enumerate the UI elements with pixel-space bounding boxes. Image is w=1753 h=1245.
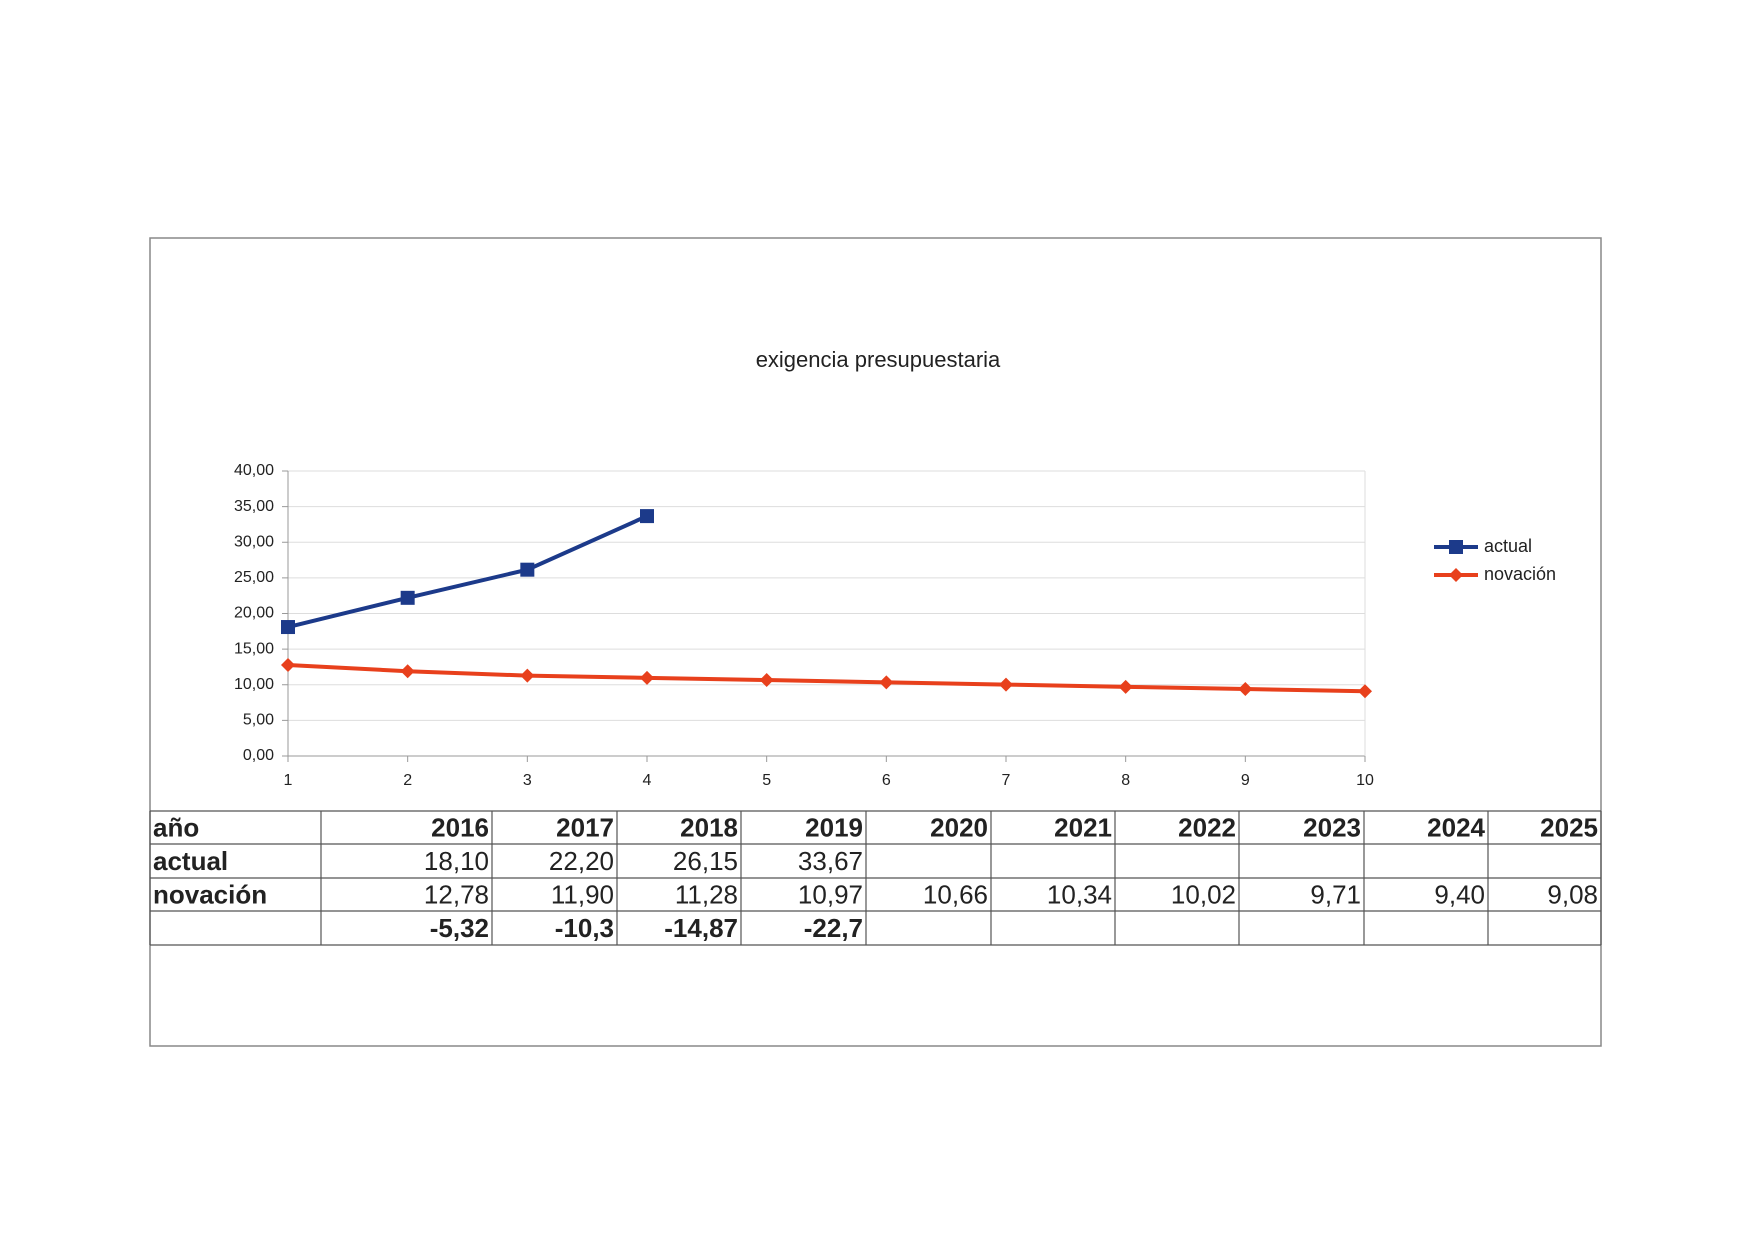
table-cell: 33,67 [798, 846, 863, 876]
table-cell: -10,3 [555, 913, 614, 943]
series-line [287, 662, 1366, 694]
y-tick-label: 10,00 [234, 676, 274, 693]
table-cell: 2025 [1540, 812, 1598, 842]
table-cell: 11,90 [551, 879, 614, 909]
x-tick-label: 4 [643, 772, 652, 789]
marker [400, 664, 415, 679]
y-tick-label: 30,00 [234, 533, 274, 550]
y-tick-label: 20,00 [234, 605, 274, 622]
y-tick-label: 35,00 [234, 498, 274, 515]
table-cell: 9,71 [1310, 879, 1361, 909]
table-cell: 10,97 [798, 879, 863, 909]
table-cell: 26,15 [673, 846, 738, 876]
chart-title: exigencia presupuestaria [756, 347, 1001, 372]
x-tick-label: 1 [284, 772, 293, 789]
table-cell: 2017 [556, 812, 614, 842]
marker [281, 620, 295, 635]
table-cell: 10,02 [1171, 879, 1236, 909]
row-header: año [153, 812, 199, 842]
marker [1118, 679, 1133, 694]
table-cell: 11,28 [675, 879, 738, 909]
x-tick-label: 8 [1121, 772, 1130, 789]
x-tick-label: 7 [1002, 772, 1011, 789]
table-cell: 2018 [680, 812, 738, 842]
table-cell: 2024 [1427, 812, 1485, 842]
marker [400, 590, 415, 605]
y-tick-label: 40,00 [234, 462, 274, 479]
x-tick-label: 2 [403, 772, 412, 789]
y-tick-label: 0,00 [243, 747, 274, 764]
table-cell: 22,20 [549, 846, 614, 876]
table-cell: 18,10 [424, 846, 489, 876]
x-tick-label: 3 [523, 772, 532, 789]
x-tick-label: 5 [762, 772, 771, 789]
marker [1449, 568, 1463, 582]
table-cell: 2022 [1178, 812, 1236, 842]
table-cell: -22,7 [804, 913, 863, 943]
table-cell: 2023 [1303, 812, 1361, 842]
row-header: actual [153, 846, 228, 876]
marker [281, 657, 295, 672]
marker [520, 562, 535, 577]
x-tick-label: 9 [1241, 772, 1250, 789]
table-cell: 12,78 [424, 879, 489, 909]
marker [1358, 684, 1372, 699]
table-cell: 10,34 [1047, 879, 1112, 909]
legend-label: novación [1484, 564, 1556, 584]
series-line [287, 514, 648, 629]
marker [520, 668, 535, 683]
y-tick-label: 5,00 [243, 712, 274, 729]
marker [1449, 540, 1463, 554]
table-cell: 2021 [1054, 812, 1112, 842]
table-cell: 9,40 [1434, 879, 1485, 909]
marker [640, 670, 654, 685]
table-cell: 10,66 [923, 879, 988, 909]
marker [879, 675, 894, 690]
table-cell: 2019 [805, 812, 863, 842]
legend-label: actual [1484, 536, 1532, 556]
y-tick-label: 15,00 [234, 640, 274, 657]
row-header: novación [153, 879, 267, 909]
marker [640, 509, 654, 524]
table-cell: -5,32 [430, 913, 489, 943]
table-cell: 9,08 [1547, 879, 1598, 909]
table-cell: -14,87 [664, 913, 738, 943]
table-cell: 2020 [930, 812, 988, 842]
x-tick-label: 10 [1356, 772, 1374, 789]
x-tick-label: 6 [882, 772, 891, 789]
marker [1238, 682, 1253, 697]
marker [759, 673, 774, 688]
table-cell: 2016 [431, 812, 489, 842]
marker [999, 677, 1013, 692]
y-tick-label: 25,00 [234, 569, 274, 586]
